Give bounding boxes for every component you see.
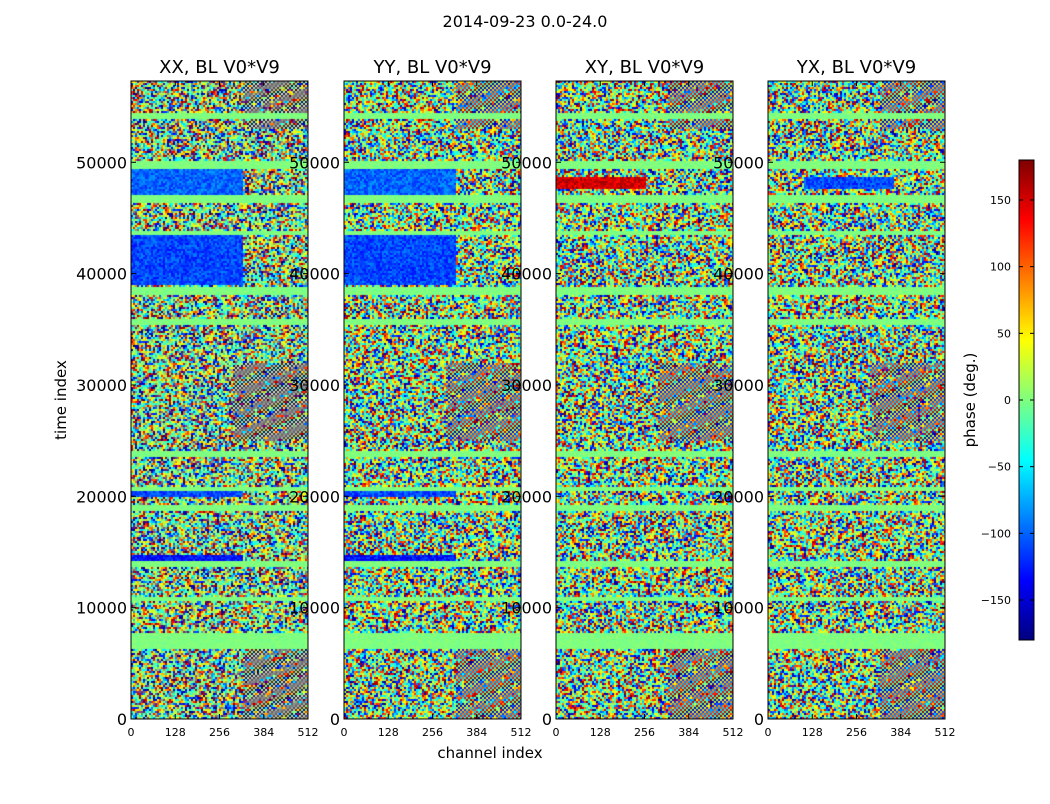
colorbar-tick-label: 150	[990, 194, 1011, 207]
x-tick-label: 128	[165, 726, 186, 739]
panel-3: YX, BL V0*V9 0 128 256 384 512 0 10000 20000 3000…	[713, 57, 955, 739]
y-tick-label: 40000	[76, 265, 127, 284]
y-tick-label: 50000	[501, 153, 552, 172]
colorbar-tick-label: −50	[988, 461, 1011, 474]
panel-0: XX, BL V0*V9 0 128 256 384 512 0 10000 20000 3000…	[76, 57, 318, 739]
y-tick-label: 50000	[76, 153, 127, 172]
x-tick-label: 512	[511, 726, 532, 739]
colorbar-tick-label: −150	[981, 594, 1011, 607]
x-tick-label: 256	[422, 726, 443, 739]
colorbar-label: phase (deg.)	[961, 353, 979, 448]
y-tick-label: 10000	[76, 599, 127, 618]
y-tick-label: 20000	[501, 487, 552, 506]
x-tick-label: 128	[590, 726, 611, 739]
x-tick-label: 0	[765, 726, 772, 739]
x-tick-label: 512	[298, 726, 319, 739]
y-tick-label: 0	[330, 710, 340, 729]
y-tick-label: 30000	[501, 376, 552, 395]
x-tick-label: 256	[209, 726, 230, 739]
y-tick-label: 10000	[501, 599, 552, 618]
y-tick-label: 40000	[501, 265, 552, 284]
colorbar: 150 100 50 0 −50 −100 −150 phase (deg.)	[961, 159, 1035, 641]
heatmap-image	[768, 81, 945, 719]
figure-title: 2014-09-23 0.0-24.0	[442, 12, 608, 31]
y-axis-label: time index	[52, 360, 70, 440]
x-tick-label: 256	[846, 726, 867, 739]
x-tick-label: 0	[128, 726, 135, 739]
panel-title: YX, BL V0*V9	[796, 57, 916, 78]
colorbar-tick-label: 100	[990, 261, 1011, 274]
colorbar-tick-label: 0	[1004, 394, 1011, 407]
panel-2: XY, BL V0*V9 0 128 256 384 512 0 10000 20000 3000…	[501, 57, 743, 739]
x-tick-label: 384	[678, 726, 699, 739]
x-tick-label: 256	[634, 726, 655, 739]
x-tick-label: 128	[378, 726, 399, 739]
y-tick-label: 40000	[713, 265, 764, 284]
x-tick-label: 384	[253, 726, 274, 739]
y-tick-label: 30000	[76, 376, 127, 395]
y-tick-label: 40000	[289, 265, 340, 284]
y-tick-label: 10000	[289, 599, 340, 618]
y-tick-label: 0	[542, 710, 552, 729]
y-tick-label: 0	[117, 710, 127, 729]
colorbar-tick-label: 50	[997, 327, 1011, 340]
panel-1: YY, BL V0*V9 0 128 256 384 512 0 10000 20000 3000…	[289, 57, 531, 739]
y-tick-label: 50000	[289, 153, 340, 172]
y-tick-label: 30000	[289, 376, 340, 395]
x-tick-label: 128	[802, 726, 823, 739]
x-tick-label: 512	[723, 726, 744, 739]
panel-title: XX, BL V0*V9	[159, 57, 280, 78]
heatmap-image	[344, 81, 521, 719]
panel-title: YY, BL V0*V9	[372, 57, 491, 78]
y-tick-label: 20000	[289, 487, 340, 506]
y-tick-label: 20000	[713, 487, 764, 506]
x-tick-label: 0	[341, 726, 348, 739]
panel-title: XY, BL V0*V9	[585, 57, 704, 78]
colorbar-tick-label: −100	[981, 527, 1011, 540]
heatmap-image	[556, 81, 733, 719]
y-tick-label: 50000	[713, 153, 764, 172]
x-tick-label: 384	[890, 726, 911, 739]
x-axis-label: channel index	[437, 744, 542, 762]
y-tick-label: 20000	[76, 487, 127, 506]
y-tick-label: 30000	[713, 376, 764, 395]
y-tick-label: 10000	[713, 599, 764, 618]
x-tick-label: 0	[553, 726, 560, 739]
x-tick-label: 384	[466, 726, 487, 739]
x-tick-label: 512	[935, 726, 956, 739]
y-tick-label: 0	[754, 710, 764, 729]
heatmap-image	[131, 81, 308, 719]
